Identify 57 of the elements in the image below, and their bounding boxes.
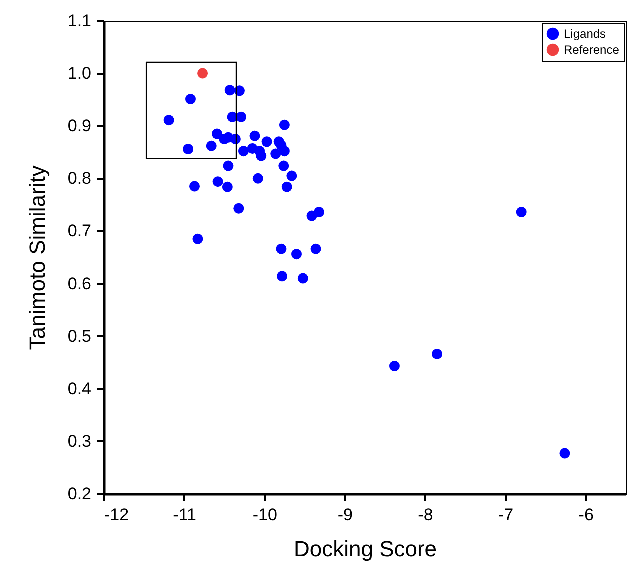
- x-tick-label: -8: [418, 506, 434, 524]
- point: [234, 86, 245, 96]
- point: [277, 271, 288, 282]
- point: [223, 160, 234, 172]
- point: [432, 348, 443, 360]
- point: [212, 176, 224, 188]
- y-tick-label: 0.8: [68, 169, 92, 188]
- point: [222, 182, 233, 192]
- x-tick-label: -6: [578, 506, 594, 524]
- point: [198, 68, 208, 79]
- point: [224, 85, 236, 96]
- y-tick-label: 0.9: [68, 116, 92, 136]
- x-axis-title: Docking Score: [294, 536, 438, 562]
- point: [206, 140, 217, 152]
- point: [238, 146, 249, 157]
- x-tick-label: -7: [498, 506, 514, 524]
- point: [234, 203, 244, 214]
- point: [278, 160, 290, 172]
- point: [310, 244, 322, 254]
- point: [183, 144, 194, 154]
- x-tick-label: -10: [252, 506, 278, 524]
- point: [282, 182, 292, 192]
- x-tick-label: -12: [104, 506, 130, 524]
- point: [256, 150, 267, 162]
- point: [212, 128, 222, 140]
- y-tick-label: 0.2: [68, 484, 92, 504]
- point: [389, 361, 400, 372]
- y-tick-label: 0.7: [68, 222, 92, 241]
- point: [190, 181, 200, 192]
- point: [164, 115, 174, 126]
- point: [286, 170, 298, 182]
- point: [516, 207, 527, 218]
- y-tick-label: 0.5: [68, 326, 92, 346]
- legend-label: Ligands: [564, 27, 606, 41]
- point: [185, 94, 196, 105]
- y-tick-label: 1.0: [68, 64, 92, 84]
- point: [262, 136, 272, 148]
- y-axis-title: Tanimoto Similarity: [24, 166, 50, 350]
- point: [279, 146, 290, 157]
- point: [276, 244, 287, 254]
- x-tick-label: -11: [173, 506, 196, 524]
- y-tick-label: 0.3: [68, 432, 92, 451]
- point: [236, 112, 247, 122]
- point: [279, 120, 290, 130]
- y-tick-label: 1.1: [68, 12, 92, 30]
- x-tick-label: -9: [338, 506, 353, 524]
- point: [252, 173, 264, 184]
- y-tick-label: 0.6: [68, 274, 92, 294]
- point: [192, 234, 204, 244]
- legend-label: Reference: [564, 43, 620, 57]
- y-tick-label: 0.4: [68, 379, 92, 398]
- point: [298, 273, 308, 284]
- point: [560, 448, 570, 459]
- point: [291, 249, 302, 260]
- point: [314, 207, 324, 218]
- point: [270, 148, 282, 160]
- point: [250, 130, 260, 142]
